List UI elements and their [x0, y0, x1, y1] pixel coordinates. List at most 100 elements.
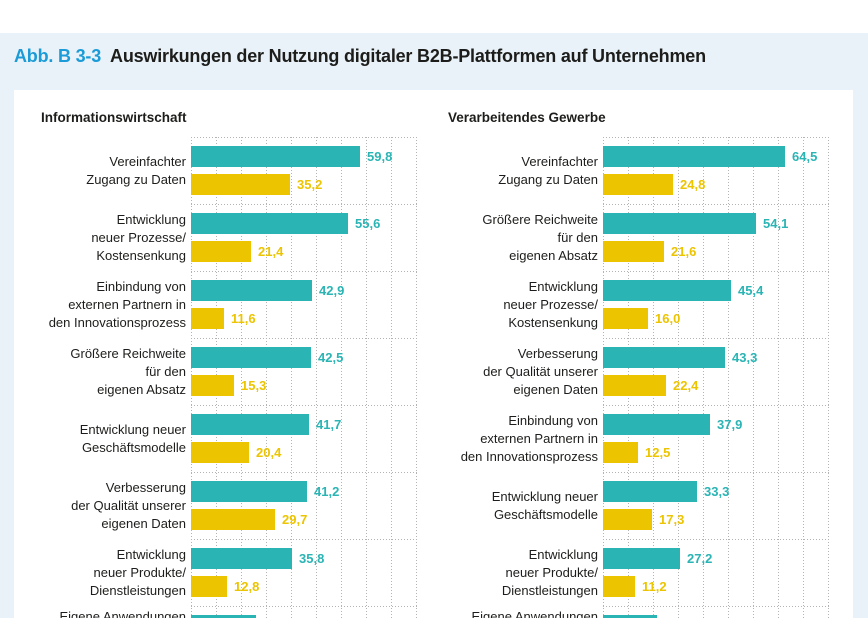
category-label-line: Dienstleistungen — [501, 582, 598, 598]
plot-area: 55,6 21,4 — [191, 204, 417, 271]
category-label: Eigene Anwendungen — [446, 606, 598, 618]
grid-line-horizontal — [603, 204, 829, 205]
teal-value-label: 42,9 — [319, 283, 345, 298]
bar-row: Entwicklung neuer Prozesse/Kostensenkung 5… — [14, 204, 417, 271]
plot-area: 43,3 22,4 — [603, 338, 829, 405]
yellow-value-label: 17,3 — [659, 512, 685, 527]
grid-line-horizontal — [603, 606, 829, 607]
category-label-line: eigenen Daten — [101, 515, 186, 531]
category-label-line: eigenen Daten — [513, 381, 598, 397]
grid-line-horizontal — [603, 405, 829, 406]
yellow-bar — [603, 509, 652, 530]
grid-line-vertical — [678, 137, 679, 618]
category-label: Verbesserung der Qualität unserer eigenen … — [446, 338, 598, 405]
yellow-value-label: 20,4 — [256, 445, 282, 460]
category-label-line: Eigene Anwendungen — [471, 609, 598, 618]
bar-row: Entwicklung neuer Geschäftsmodelle 33,3 17,… — [446, 472, 829, 539]
category-label-line: der Qualität unserer — [483, 363, 598, 379]
bar-row: Entwicklung neuer Produkte/Dienstleistung… — [14, 539, 417, 606]
grid-line-vertical — [753, 137, 754, 618]
yellow-value-label: 15,3 — [241, 378, 267, 393]
grid-line-vertical — [341, 137, 342, 618]
teal-bar — [603, 213, 756, 234]
yellow-bar — [191, 442, 249, 463]
yellow-value-label: 12,5 — [645, 445, 671, 460]
category-label-line: Einbindung von — [508, 412, 598, 428]
yellow-value-label: 12,8 — [234, 579, 260, 594]
grid-line-horizontal — [603, 338, 829, 339]
category-label: Vereinfachter Zugang zu Daten — [446, 137, 598, 204]
yellow-bar — [603, 576, 635, 597]
category-label-line: Vereinfachter — [521, 153, 598, 169]
category-label-line: Verbesserung — [105, 479, 186, 495]
category-label-line: Dienstleistungen — [89, 582, 186, 598]
teal-bar — [603, 347, 725, 368]
grid-line-horizontal — [191, 137, 417, 138]
figure-title: Auswirkungen der Nutzung digitaler B2B-P… — [110, 46, 706, 66]
teal-bar — [191, 414, 309, 435]
category-label-line: externen Partnern in — [68, 296, 186, 312]
teal-bar — [191, 548, 292, 569]
grid-line-horizontal — [191, 204, 417, 205]
category-label: Größere Reichweite für den eigenen Absatz — [446, 204, 598, 271]
teal-value-label: 41,7 — [316, 417, 342, 432]
panel-rows-right: Vereinfachter Zugang zu Daten 64,5 24,8 Größ… — [446, 137, 829, 618]
bar-row: Entwicklung neuer Prozesse/Kostensenkung 4… — [446, 271, 829, 338]
category-label-line: Größere Reichweite — [70, 345, 186, 361]
panel-rows-left: Vereinfachter Zugang zu Daten 59,8 35,2 Entw… — [14, 137, 417, 618]
yellow-value-label: 24,8 — [680, 177, 706, 192]
yellow-bar — [191, 576, 227, 597]
teal-value-label: 41,2 — [314, 484, 340, 499]
category-label: Verbesserung der Qualität unserer eigenen … — [30, 472, 186, 539]
teal-value-label: 55,6 — [355, 216, 381, 231]
teal-value-label: 45,4 — [738, 283, 764, 298]
yellow-bar — [603, 241, 664, 262]
category-label-line: Entwicklung — [528, 546, 598, 562]
teal-bar — [191, 347, 311, 368]
grid-line-vertical — [291, 137, 292, 618]
plot-area: 45,4 16,0 — [603, 271, 829, 338]
plot-area — [603, 606, 829, 618]
category-label-line: Zugang zu Daten — [86, 171, 186, 187]
grid-line-horizontal — [603, 472, 829, 473]
teal-bar — [191, 213, 348, 234]
category-label: Entwicklung neuer Produkte/Dienstleistung… — [446, 539, 598, 606]
yellow-bar — [603, 174, 673, 195]
category-label-line: Entwicklung — [116, 211, 186, 227]
category-label-line: Vereinfachter — [109, 153, 186, 169]
category-label-line: der Qualität unserer — [71, 497, 186, 513]
category-label-line: Entwicklung neuer — [79, 421, 186, 437]
grid-line-horizontal — [603, 137, 829, 138]
grid-line-vertical — [728, 137, 729, 618]
teal-value-label: 35,8 — [299, 551, 325, 566]
category-label: Einbindung von externen Partnern in den In… — [30, 271, 186, 338]
chart-card: Informationswirtschaft Vereinfachter Zuga… — [14, 90, 853, 618]
teal-bar — [191, 146, 360, 167]
grid-line-horizontal — [191, 405, 417, 406]
yellow-bar — [603, 442, 638, 463]
category-label-line: Entwicklung neuer — [491, 488, 598, 504]
category-label: Größere Reichweite für den eigenen Absatz — [30, 338, 186, 405]
teal-bar — [603, 548, 680, 569]
panel-informationswirtschaft: Informationswirtschaft Vereinfachter Zuga… — [14, 90, 417, 618]
bar-row: Größere Reichweite für den eigenen Absatz 4… — [14, 338, 417, 405]
yellow-bar — [191, 509, 275, 530]
grid-line-vertical — [703, 137, 704, 618]
grid-line-horizontal — [191, 472, 417, 473]
category-label-line: Zugang zu Daten — [498, 171, 598, 187]
yellow-bar — [191, 241, 251, 262]
grid-line-horizontal — [191, 606, 417, 607]
panel-title-right: Verarbeitendes Gewerbe — [448, 110, 606, 125]
teal-bar — [603, 615, 657, 618]
grid-line-vertical — [391, 137, 392, 618]
category-label: Entwicklung neuer Geschäftsmodelle — [30, 405, 186, 472]
bar-row: Entwicklung neuer Geschäftsmodelle 41,7 20,… — [14, 405, 417, 472]
bar-row: Vereinfachter Zugang zu Daten 64,5 24,8 — [446, 137, 829, 204]
plot-area: 54,1 21,6 — [603, 204, 829, 271]
yellow-value-label: 11,6 — [231, 311, 256, 326]
bar-row: Größere Reichweite für den eigenen Absatz 5… — [446, 204, 829, 271]
category-label: Entwicklung neuer Geschäftsmodelle — [446, 472, 598, 539]
yellow-value-label: 21,6 — [671, 244, 697, 259]
plot-area: 27,2 11,2 — [603, 539, 829, 606]
bar-row: Verbesserung der Qualität unserer eigenen … — [446, 338, 829, 405]
